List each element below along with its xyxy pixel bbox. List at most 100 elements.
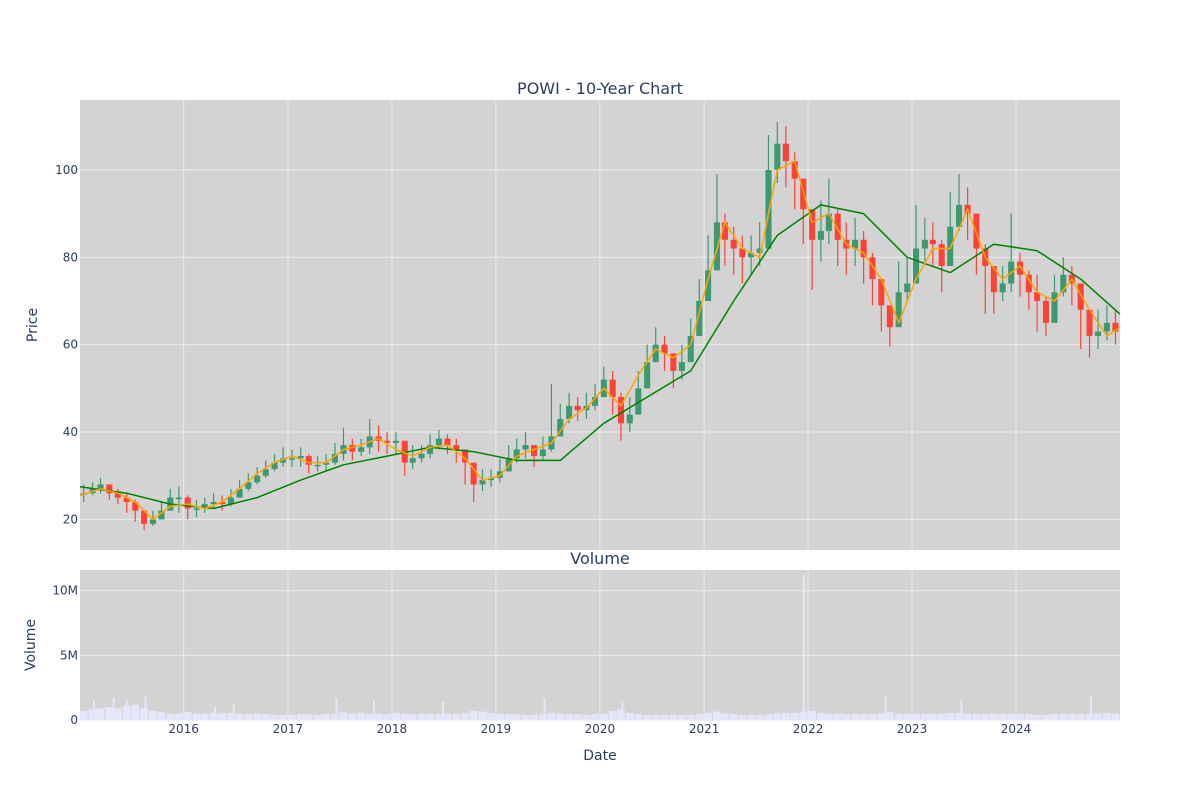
candle-body	[929, 239, 936, 245]
candle-body	[1086, 309, 1093, 336]
candle-body	[479, 480, 486, 485]
volume-bar	[981, 714, 990, 720]
volume-spike-bar	[112, 698, 115, 720]
candle-body	[956, 204, 963, 227]
volume-bar	[435, 714, 443, 720]
volume-bar	[408, 714, 417, 720]
candle-body	[470, 462, 477, 485]
candle-body	[834, 213, 841, 240]
volume-bar	[174, 713, 183, 720]
volume-spike-bar	[214, 707, 217, 720]
price-axis-title: Price	[25, 308, 41, 342]
y-tick-label-price: 100	[55, 163, 78, 177]
volume-bar	[348, 713, 357, 720]
candle-body	[635, 388, 642, 415]
candle-body	[739, 248, 746, 258]
volume-bar	[227, 712, 235, 720]
volume-bar	[200, 713, 209, 720]
candle-body	[132, 501, 139, 511]
candle-body	[574, 405, 581, 411]
volume-bar	[140, 708, 148, 720]
candle-body	[904, 283, 911, 293]
candle-body	[522, 445, 529, 450]
volume-spike-bar	[92, 700, 95, 720]
volume-bar	[1059, 713, 1068, 720]
candle-body	[748, 252, 755, 258]
candle-body	[193, 508, 200, 510]
volume-bar	[79, 710, 88, 720]
ma-long-line	[79, 204, 1121, 510]
volume-bar	[946, 712, 955, 720]
volume-spike-bar	[802, 575, 805, 720]
volume-bar	[920, 714, 929, 720]
volume-bar	[521, 714, 530, 720]
candle-body	[1016, 261, 1024, 275]
volume-bar	[313, 714, 322, 720]
candle-body	[774, 143, 781, 170]
candle-body	[756, 248, 763, 253]
volume-bar	[573, 714, 582, 720]
volume-bar	[651, 714, 660, 720]
candle-body	[705, 270, 712, 301]
volume-bar	[253, 713, 262, 720]
volume-spike-bar	[144, 696, 147, 720]
candle-body	[626, 414, 633, 424]
candle-body	[531, 445, 538, 457]
volume-bar	[625, 712, 634, 720]
volume-bar	[599, 713, 608, 720]
candle-body	[791, 161, 798, 179]
volume-spike-bar	[335, 698, 338, 720]
candle-body	[1034, 292, 1041, 301]
candle-body	[1060, 274, 1067, 293]
volume-bar	[1067, 713, 1076, 720]
x-tick-label: 2017	[273, 722, 304, 736]
candle-body	[869, 257, 876, 280]
candle-body	[384, 440, 391, 443]
candle-body	[288, 458, 295, 460]
volume-bar	[998, 714, 1007, 720]
candle-body	[895, 292, 902, 328]
candle-body	[947, 226, 954, 267]
volume-bar	[1094, 713, 1102, 720]
candle-body	[331, 453, 338, 463]
tick-labels: 2016 2017 2018 2019 2020 2021 2022 2023 2024 20 40…	[52, 163, 1031, 736]
volume-spike-bar	[960, 699, 963, 720]
volume-bar	[374, 713, 383, 720]
volume-subplot-title: Volume	[570, 549, 630, 568]
candle-body	[219, 501, 226, 505]
date-axis-title: Date	[583, 748, 616, 764]
volume-axis-title: Volume	[23, 619, 39, 671]
y-tick-label-volume: 0	[70, 713, 78, 727]
candle-body	[566, 405, 573, 419]
volume-bar	[322, 714, 331, 720]
volume-bar	[894, 713, 903, 720]
candle-body	[409, 458, 416, 463]
candle-body	[401, 440, 408, 463]
candle-body	[444, 438, 451, 446]
volume-bar	[591, 714, 599, 720]
volume-bar	[105, 707, 114, 720]
candle-body	[713, 222, 720, 271]
volume-spike-bar	[1089, 696, 1092, 720]
volume-bar	[209, 712, 218, 720]
candle-body	[644, 362, 651, 389]
candle-body	[271, 462, 278, 470]
candle-body	[123, 497, 130, 502]
volume-bar	[279, 714, 288, 720]
volume-bar	[824, 713, 833, 720]
candle-body	[670, 353, 677, 371]
volume-bar	[695, 714, 704, 720]
volume-bar	[972, 714, 981, 720]
y-tick-label-volume: 10M	[52, 584, 78, 598]
volume-bar	[963, 713, 972, 720]
volume-bar	[1102, 712, 1111, 720]
x-tick-label: 2019	[481, 722, 512, 736]
volume-bar	[512, 714, 521, 720]
volume-bar	[270, 714, 279, 720]
volume-bar	[487, 712, 495, 720]
volume-bar	[1016, 714, 1024, 720]
volume-spike-bar	[884, 695, 887, 720]
x-tick-label: 2020	[585, 722, 616, 736]
